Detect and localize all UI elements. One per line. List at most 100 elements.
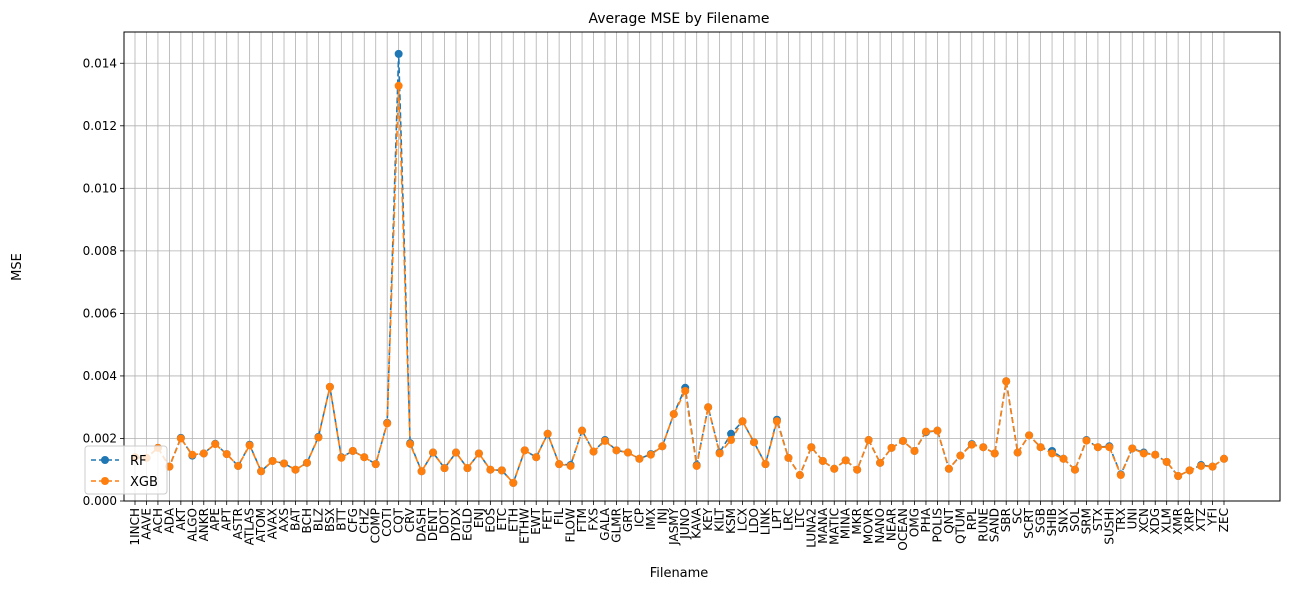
y-tick-label: 0.012	[83, 119, 117, 133]
data-point-xgb	[944, 464, 953, 473]
x-tick-label: ENJ	[472, 508, 486, 528]
x-tick-label: OCEAN	[896, 508, 910, 551]
x-tick-label: CHZ	[357, 508, 371, 534]
data-point-xgb	[371, 460, 380, 469]
data-point-xgb	[532, 453, 541, 462]
data-point-xgb	[830, 464, 839, 473]
data-point-xgb	[1220, 454, 1228, 463]
data-point-xgb	[692, 461, 701, 470]
data-point-xgb	[211, 440, 220, 449]
x-tick-label: XLM	[1160, 508, 1174, 533]
data-point-xgb	[1025, 431, 1034, 440]
x-tick-label: LINK	[758, 507, 772, 535]
data-point-xgb	[509, 478, 518, 487]
x-tick-label: EWT	[529, 507, 543, 534]
data-point-xgb	[463, 464, 472, 473]
data-point-xgb	[348, 446, 357, 455]
data-point-xgb	[314, 433, 323, 442]
data-point-xgb	[383, 419, 392, 428]
data-point-xgb	[967, 440, 976, 449]
x-tick-label: INJ	[655, 508, 669, 524]
x-tick-label: FIL	[552, 508, 566, 525]
x-tick-label: DOT	[438, 507, 452, 534]
x-tick-label: KILT	[713, 507, 727, 531]
data-point-xgb	[234, 461, 243, 470]
data-point-xgb	[841, 456, 850, 465]
y-tick-label: 0.014	[83, 56, 117, 70]
series-line-rf	[134, 53, 1225, 485]
data-point-xgb	[486, 465, 495, 474]
x-tick-label: GLMR	[609, 508, 623, 543]
x-tick-label: YFI	[1206, 508, 1220, 527]
x-tick-label: ADA	[162, 507, 176, 533]
x-tick-label: FLOW	[564, 508, 578, 543]
data-point-xgb	[921, 427, 930, 436]
x-tick-label: APE	[208, 508, 222, 531]
data-point-xgb	[417, 467, 426, 476]
data-point-xgb	[646, 450, 655, 459]
x-tick-label: ETH	[506, 508, 520, 532]
y-tick-label: 0.006	[83, 306, 117, 320]
x-tick-label: KSM	[724, 508, 738, 534]
data-point-xgb	[727, 436, 736, 445]
data-point-xgb	[979, 443, 988, 452]
x-tick-label: APT	[220, 507, 234, 530]
x-tick-label: ASTR	[231, 508, 245, 540]
legend: RF XGB	[84, 445, 168, 495]
x-tick-label: XTZ	[1194, 508, 1208, 532]
x-tick-label: XMR	[1171, 508, 1185, 535]
chart-title: Average MSE by Filename	[589, 11, 770, 27]
data-point-xgb	[1002, 377, 1011, 386]
x-tick-label: STX	[1091, 508, 1105, 531]
x-tick-label: FTM	[575, 508, 589, 532]
x-tick-label: FET	[541, 507, 555, 529]
x-tick-label: ALGO	[185, 508, 199, 542]
data-point-xgb	[578, 426, 587, 435]
data-point-xgb	[1036, 443, 1045, 452]
y-tick-label: 0.004	[83, 369, 117, 383]
data-point-xgb	[1208, 462, 1217, 471]
data-point-xgb	[1070, 465, 1079, 474]
x-tick-label: LRC	[781, 508, 795, 531]
data-point-xgb	[1151, 450, 1160, 459]
data-point-xgb	[199, 449, 208, 458]
x-tick-label: MATIC	[827, 508, 841, 545]
x-tick-label: TRX	[1114, 508, 1128, 533]
data-point-xgb	[738, 417, 747, 426]
data-point-xgb	[543, 429, 552, 438]
data-point-xgb	[1162, 457, 1171, 466]
y-tick-label: 0.008	[83, 244, 117, 258]
data-point-xgb	[325, 382, 334, 391]
x-tick-label: XDG	[1148, 508, 1162, 535]
data-point-xgb	[188, 450, 197, 459]
x-tick-label: KEY	[701, 507, 715, 530]
data-point-xgb	[280, 459, 289, 468]
x-tick-label: RPL	[965, 508, 979, 531]
x-tick-label: COMP	[369, 508, 383, 543]
x-tick-label: SCRT	[1022, 507, 1036, 538]
data-point-xgb	[257, 467, 266, 476]
data-point-xgb	[818, 456, 827, 465]
x-tick-label: RUNE	[976, 508, 990, 542]
data-point-xgb	[520, 446, 529, 455]
data-point-xgb	[1185, 466, 1194, 475]
x-tick-label: EOS	[483, 508, 497, 533]
x-tick-label: NEAR	[885, 508, 899, 541]
data-point-xgb	[1128, 444, 1137, 453]
x-tick-label: JASMY	[667, 507, 681, 546]
data-point-xgb	[750, 438, 759, 447]
x-tick-label: DYDX	[449, 508, 463, 541]
x-tick-label: SGB	[1034, 508, 1048, 533]
data-point-xgb	[360, 453, 369, 462]
x-tick-label: MANA	[816, 507, 830, 544]
x-tick-label: CQT	[392, 507, 406, 533]
y-tick-label: 0.002	[83, 431, 117, 445]
data-point-xgb	[302, 458, 311, 467]
x-tick-label: ICP	[632, 508, 646, 527]
data-point-xgb	[394, 81, 403, 90]
data-point-xgb	[440, 464, 449, 473]
x-tick-label: DASH	[415, 508, 429, 542]
x-tick-label: NANO	[873, 508, 887, 544]
data-point-xgb	[589, 447, 598, 456]
